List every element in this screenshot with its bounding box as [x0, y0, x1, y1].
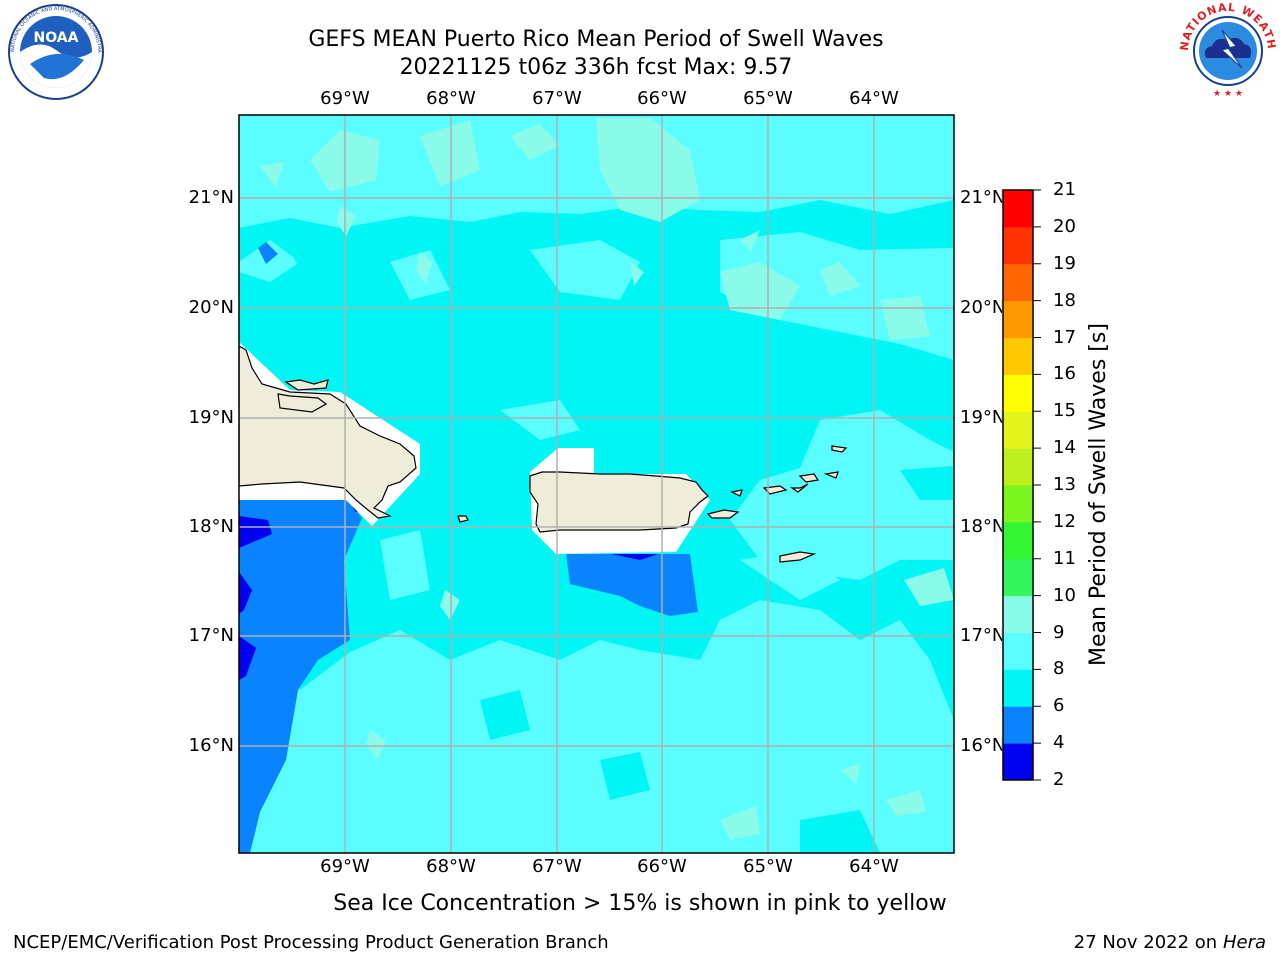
colorbar-segment: [1003, 263, 1033, 302]
colorbar-segment: [1003, 743, 1033, 781]
colorbar-tick-label: 8: [1053, 658, 1065, 680]
lat-label-left-18n: 18°N: [188, 516, 234, 537]
colorbar-tick-label: 21: [1053, 179, 1076, 200]
virgin-gorda: [823, 471, 839, 479]
colorbar: [1002, 189, 1041, 781]
colorbar-tick-label: 4: [1053, 732, 1065, 754]
swell-4-6-regions: [239, 242, 698, 853]
lat-labels-right: 21°N 20°N 19°N 18°N 17°N 16°N: [958, 150, 1002, 810]
lat-label-right-18n: 18°N: [960, 516, 1002, 537]
puerto-rico: [529, 471, 709, 533]
sea-ice-note: Sea Ice Concentration > 15% is shown in …: [333, 891, 947, 916]
lon-label-bottom-67w: 67°W: [532, 856, 582, 877]
graticule: [239, 115, 954, 853]
colorbar-tick-label: 17: [1053, 326, 1076, 348]
colorbar-segment: [1003, 448, 1033, 486]
colorbar-tick-label: 12: [1053, 510, 1076, 532]
colorbar-title: Mean Period of Swell Waves [s]: [1086, 323, 1111, 666]
colorbar-tick-label: 10: [1053, 584, 1076, 606]
lat-label-right-20n: 20°N: [960, 297, 1002, 318]
lat-label-right-19n: 19°N: [960, 407, 1002, 428]
colorbar-segment: [1003, 337, 1033, 375]
lon-label-top-66w: 66°W: [637, 88, 687, 109]
noaa-logo-icon: NOAA NATIONAL OCEANIC AND ATMOSPHERIC AD…: [4, 4, 104, 100]
colorbar-tick-label: 2: [1053, 769, 1065, 790]
hispaniola-tortuga: [277, 393, 328, 413]
colorbar-segment: [1003, 669, 1033, 707]
lon-label-bottom-69w: 69°W: [320, 856, 370, 877]
lon-label-top-64w: 64°W: [849, 88, 899, 109]
swell-2-4-regions: [239, 500, 658, 680]
colorbar-tick-label: 15: [1053, 400, 1076, 422]
lon-label-bottom-65w: 65°W: [743, 856, 793, 877]
colorbar-segment: [1003, 411, 1033, 449]
svg-text:NOAA: NOAA: [34, 30, 79, 46]
lon-label-top-67w: 67°W: [532, 88, 582, 109]
colorbar-tick-label: 19: [1053, 252, 1076, 274]
lat-label-right-21n: 21°N: [960, 187, 1002, 208]
chart-title: GEFS MEAN Puerto Rico Mean Period of Swe…: [308, 27, 884, 52]
colorbar-tick-label: 20: [1053, 215, 1076, 237]
colorbar-tick-label: 6: [1053, 695, 1065, 717]
anegada: [831, 445, 848, 453]
colorbar-segment: [1003, 300, 1033, 338]
lon-label-bottom-66w: 66°W: [637, 856, 687, 877]
colorbar-segment: [1003, 558, 1033, 597]
colorbar-segment: [1003, 374, 1033, 412]
lon-label-top-69w: 69°W: [320, 88, 370, 109]
lon-label-bottom-68w: 68°W: [426, 856, 476, 877]
vieques: [706, 509, 740, 519]
lat-label-right-16n: 16°N: [960, 735, 1002, 756]
colorbar-segment: [1003, 190, 1033, 228]
culebra: [730, 489, 743, 497]
hispaniola-northwest: [284, 379, 329, 391]
chart-subtitle: 20221125 t06z 336h fcst Max: 9.57: [399, 55, 793, 80]
hispaniola: [239, 345, 417, 519]
tortola: [798, 473, 820, 483]
colorbar-segment: [1003, 706, 1033, 744]
lat-label-left-20n: 20°N: [188, 297, 234, 318]
colorbar-segment: [1003, 485, 1033, 523]
map-frame: [238, 114, 955, 854]
swell-6-8-pockets: [239, 240, 954, 853]
lat-label-right-17n: 17°N: [960, 625, 1002, 646]
colorbar-tick-label: 16: [1053, 363, 1076, 385]
footer-machine: Hera: [1222, 932, 1266, 953]
colorbar-segment: [1003, 632, 1033, 670]
mona: [457, 515, 469, 523]
footer-right: 27 Nov 2022 on Hera: [1074, 932, 1266, 953]
lon-label-top-65w: 65°W: [743, 88, 793, 109]
colorbar-tick-label: 9: [1053, 621, 1065, 643]
lon-label-bottom-64w: 64°W: [849, 856, 899, 877]
nws-logo-icon: NATIONAL WEATHER SERVICE ★ ★ ★: [1178, 2, 1277, 99]
lat-label-left-16n: 16°N: [188, 735, 234, 756]
lat-label-left-17n: 17°N: [188, 625, 234, 646]
lat-label-left-19n: 19°N: [188, 407, 234, 428]
st-john: [790, 483, 809, 493]
lat-label-left-21n: 21°N: [188, 187, 234, 208]
land: [239, 345, 848, 563]
colorbar-segment: [1003, 226, 1033, 265]
colorbar-segment: [1003, 521, 1033, 560]
colorbar-tick-label: 11: [1053, 547, 1076, 569]
colorbar-tick-label: 13: [1053, 474, 1076, 495]
colorbar-segment: [1003, 595, 1033, 633]
colorbar-tick-label: 14: [1053, 437, 1076, 459]
footer-date: 27 Nov 2022 on: [1073, 932, 1218, 953]
colorbar-tick-label: 18: [1053, 289, 1076, 311]
footer-left: NCEP/EMC/Verification Post Processing Pr…: [13, 932, 609, 953]
st-croix: [779, 551, 817, 563]
lon-label-top-68w: 68°W: [426, 88, 476, 109]
svg-text:★ ★ ★: ★ ★ ★: [1213, 89, 1243, 99]
colorbar-labels: 21 20 19 18 17 16 15 14 13 12 11 10 9 8 6 4 2: [1052, 179, 1092, 800]
